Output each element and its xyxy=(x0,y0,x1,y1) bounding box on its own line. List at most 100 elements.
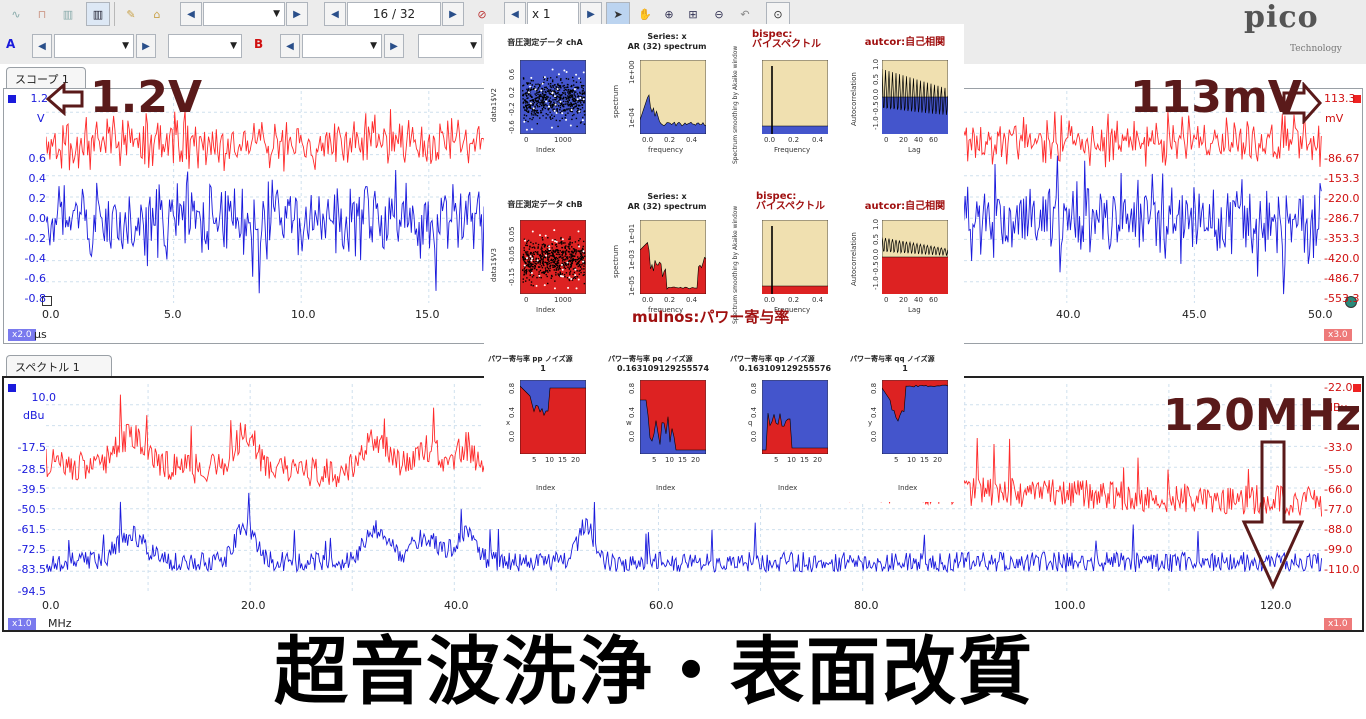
next-button[interactable]: ▶ xyxy=(286,2,308,26)
footer-banner: 超音波洗浄・表面改質 xyxy=(0,629,1366,715)
channel-b-coupling[interactable]: ▼ xyxy=(418,34,482,58)
trigger-marker[interactable] xyxy=(1345,296,1357,308)
magnify-icon[interactable]: ⊙ xyxy=(766,2,790,26)
pico-logo: pico xyxy=(1244,0,1319,35)
mulnos-x-tick: 10 xyxy=(545,456,554,464)
row2-autocorrelation-plot xyxy=(882,220,948,294)
channel-b-label[interactable]: B xyxy=(254,37,264,51)
toolbar-row-2: A ◀ ▼ ▶ ▼ B ◀ ▼ ▶ ▼ xyxy=(0,34,1366,64)
zoom-out-icon[interactable]: ⊖ xyxy=(714,7,724,21)
mini-y-tick: 1e-04 xyxy=(628,107,636,128)
channel-a-label[interactable]: A xyxy=(6,37,16,51)
scope-x-tick: 5.0 xyxy=(164,308,182,321)
scope-mode-icon[interactable]: ∿ xyxy=(11,7,21,21)
zoom-in-icon[interactable]: ⊕ xyxy=(664,7,674,21)
right-arrow-icon: ▶ xyxy=(142,40,150,52)
hand-icon[interactable]: ✋ xyxy=(638,7,652,21)
channel-a-coupling[interactable]: ▼ xyxy=(168,34,242,58)
xy-icon[interactable]: ▥ xyxy=(86,2,110,26)
left-arrow-icon: ◀ xyxy=(286,40,294,52)
spectrum-channel-a-marker[interactable] xyxy=(8,384,16,392)
mini-y-tick: 1e-01 xyxy=(628,223,636,244)
scope-left-tick: -0.2 xyxy=(24,232,46,245)
mini-x-tick: 0.4 xyxy=(686,296,698,304)
mini-x-tick: 0.4 xyxy=(812,136,824,144)
channel-b-range[interactable]: ▼ xyxy=(302,34,382,58)
trigger-icon[interactable]: ⊘ xyxy=(477,7,487,21)
page-indicator[interactable]: 16 / 32 xyxy=(347,2,441,26)
zoom-prev-button[interactable]: ◀ xyxy=(504,2,526,26)
mini-y-tick: 1.0 xyxy=(872,58,880,70)
channel-a-next[interactable]: ▶ xyxy=(136,34,156,58)
mini-x-tick: 1000 xyxy=(554,136,572,144)
spectrum-x-tick: 80.0 xyxy=(854,599,879,612)
mulnos-y-label: x xyxy=(506,419,511,427)
mini-y-tick: -0.5 xyxy=(872,101,880,115)
scope-x-tick: 50.0 xyxy=(1308,308,1333,321)
scope-left-badge[interactable]: x2.0 xyxy=(8,329,36,341)
channel-b-prev[interactable]: ◀ xyxy=(280,34,300,58)
mini-x-tick: 0 xyxy=(884,136,889,144)
mulnos-y-tick: 0.0 xyxy=(508,430,516,442)
mini-y-tick: -1.0 xyxy=(872,276,880,290)
scope-right-badge[interactable]: x3.0 xyxy=(1324,329,1352,341)
scope-left-tick: 0.2 xyxy=(28,192,47,205)
channel-b-next[interactable]: ▶ xyxy=(384,34,404,58)
channel-a-prev[interactable]: ◀ xyxy=(32,34,52,58)
left-arrow-icon: ◀ xyxy=(511,8,519,20)
channel-a-marker[interactable] xyxy=(8,95,16,103)
chevron-down-icon: ▼ xyxy=(273,9,280,19)
channel-b-marker[interactable] xyxy=(1353,95,1361,103)
mini-x-tick: 0.0 xyxy=(642,136,654,144)
pico-logo-sub: Technology xyxy=(1290,44,1342,54)
mini-y-tick: 0.05 xyxy=(508,226,516,242)
mulnos-x-tick: 5 xyxy=(894,456,899,464)
zoom-box-icon[interactable]: ⊞ xyxy=(688,7,698,21)
pointer-icon[interactable]: ➤ xyxy=(606,2,630,26)
spectrum-icon[interactable]: ▥ xyxy=(62,7,74,21)
page-prev-button[interactable]: ◀ xyxy=(324,2,346,26)
tab-scope[interactable]: スコープ 1 xyxy=(6,67,86,89)
right-arrow-icon: ▶ xyxy=(293,8,301,20)
mini-x-label: Frequency xyxy=(774,146,811,154)
channel-a-range[interactable]: ▼ xyxy=(54,34,134,58)
home-icon[interactable]: ⌂ xyxy=(153,7,161,21)
spectrum-left-badge[interactable]: x1.0 xyxy=(8,618,36,630)
mulnos-y-tick: 0.8 xyxy=(870,382,878,394)
scope-left-tick: -0.8 xyxy=(24,292,46,305)
mini-y-tick: 1e-03 xyxy=(628,249,636,270)
ruler-marker[interactable] xyxy=(42,296,52,306)
right-arrow-icon: ▶ xyxy=(390,40,398,52)
spectrum-left-tick: -83.5 xyxy=(17,563,46,576)
mulnos-x-label: Index xyxy=(656,484,676,492)
spectrum-x-unit: MHz xyxy=(48,617,72,630)
mulnos-y-tick: 0.4 xyxy=(508,406,516,418)
spectrum-left-tick: 10.0 xyxy=(31,391,57,404)
mulnos-panel-header: パワー寄与率 pp ノイズ源 xyxy=(488,355,573,363)
spectrum-right-badge[interactable]: x1.0 xyxy=(1324,618,1352,630)
mini-x-tick: 0.2 xyxy=(664,136,676,144)
mini-x-tick: 40 xyxy=(914,136,923,144)
mini-y-tick: -0.15 xyxy=(508,267,516,286)
spectrum-channel-b-marker[interactable] xyxy=(1353,384,1361,392)
millivolt-annotation: 113mV xyxy=(1130,72,1302,123)
mini-y-label: Autocorrelation xyxy=(850,232,858,286)
zoom-next-button[interactable]: ▶ xyxy=(580,2,602,26)
right-arrow-icon: ▶ xyxy=(587,8,595,20)
undo-zoom-icon[interactable]: ↶ xyxy=(740,7,750,21)
probe-icon[interactable]: ✎ xyxy=(126,7,136,21)
prev-button[interactable]: ◀ xyxy=(180,2,202,26)
persistence-icon[interactable]: ⊓ xyxy=(37,7,47,21)
tab-spectrum[interactable]: スペクトル 1 xyxy=(6,355,112,377)
scope-x-tick: 40.0 xyxy=(1056,308,1081,321)
page-next-button[interactable]: ▶ xyxy=(442,2,464,26)
analysis-overlay: 音圧測定データ chA Series: x AR (32) spectrum b… xyxy=(484,24,964,502)
chevron-down-icon: ▼ xyxy=(470,41,477,51)
mini-y-tick: -0.2 xyxy=(508,102,516,116)
zoom-field[interactable]: x 1 xyxy=(527,2,579,26)
mini-y-tick: 0.5 xyxy=(872,233,880,245)
timebase-select[interactable]: ▼ xyxy=(203,2,285,26)
mini-y-tick: 0.5 xyxy=(872,73,880,85)
row1-ar-title: Series: x AR (32) spectrum xyxy=(627,32,707,51)
toolbar-row-1: ∿ ⊓ ▥ ▥ ✎ ⌂ ◀ ▼ ▶ ◀ 16 / 32 ▶ ⊘ ◀ x 1 ▶ … xyxy=(0,2,1366,32)
